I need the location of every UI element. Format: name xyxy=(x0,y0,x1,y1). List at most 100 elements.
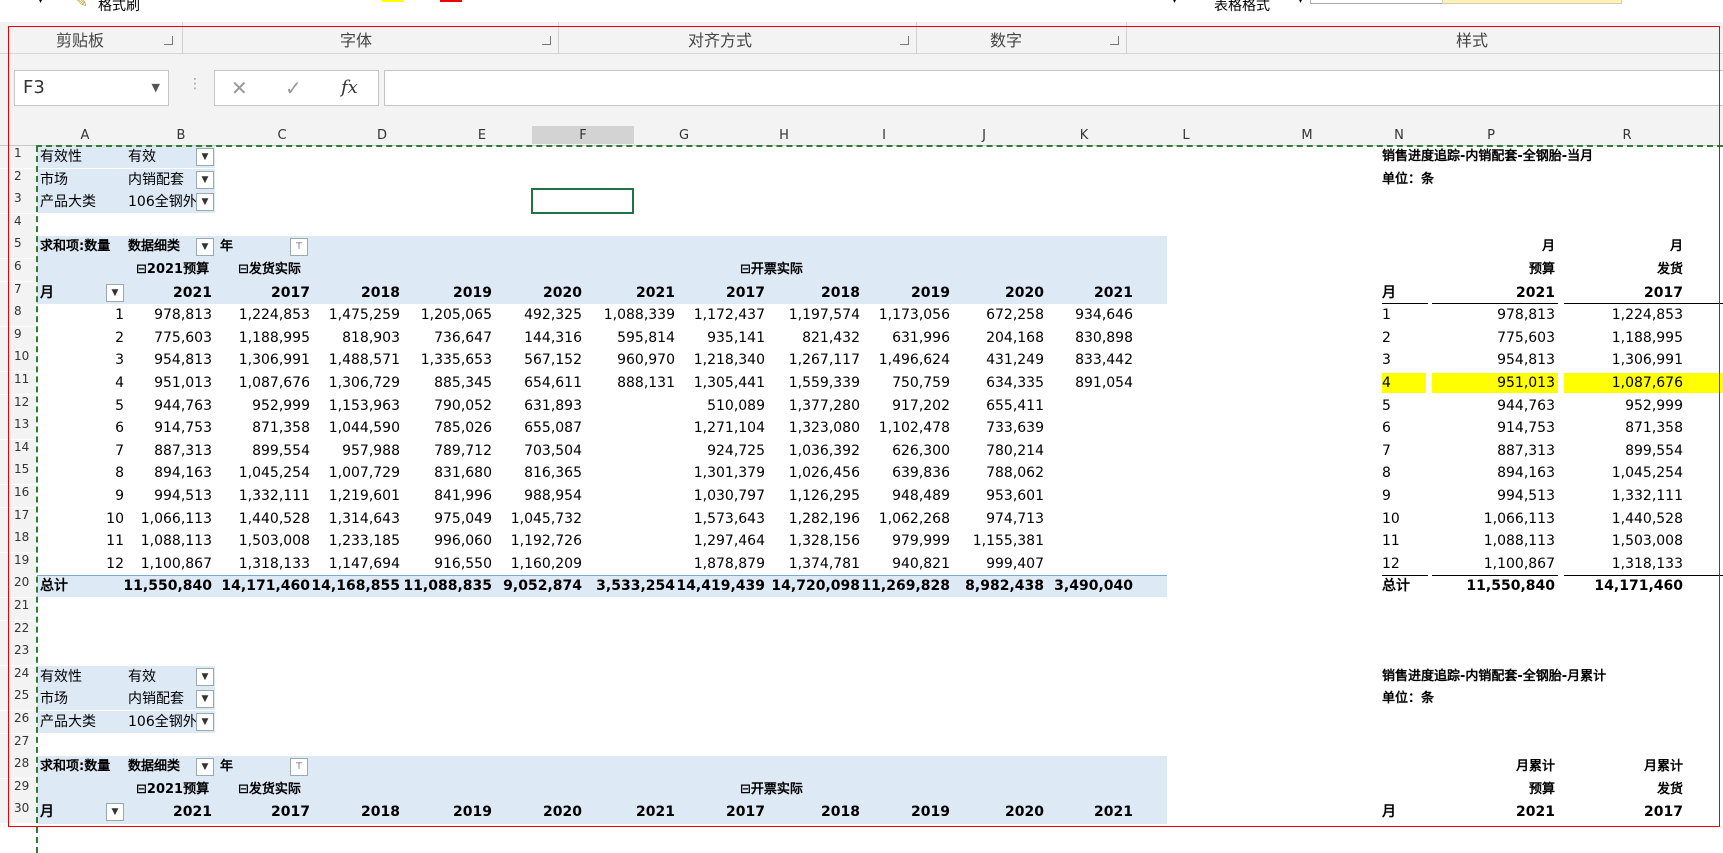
value-cell[interactable]: 818,903 xyxy=(342,329,400,346)
value-cell[interactable]: 750,759 xyxy=(892,375,950,391)
column-header[interactable]: P xyxy=(1487,128,1495,143)
column-header[interactable]: M xyxy=(1301,128,1313,143)
column-header-selected[interactable]: F xyxy=(532,126,634,144)
row-header[interactable]: 7 xyxy=(0,281,36,304)
value-cell[interactable]: 1,297,464 xyxy=(693,533,765,550)
value-cell[interactable]: 1,218,340 xyxy=(693,352,765,369)
column-header[interactable]: K xyxy=(1079,128,1089,143)
row-header[interactable]: 6 xyxy=(0,259,36,281)
filter-field-value[interactable]: 有效 xyxy=(128,668,156,685)
value-cell[interactable]: 567,152 xyxy=(524,352,582,369)
value-cell[interactable]: 1,153,963 xyxy=(328,397,400,414)
value-cell[interactable]: 1,160,209 xyxy=(510,555,582,572)
value-cell[interactable]: 626,300 xyxy=(892,442,950,459)
value-cell[interactable]: 1,044,590 xyxy=(328,420,400,437)
value-cell[interactable]: 975,049 xyxy=(434,510,492,527)
total-value[interactable]: 14,171,460 xyxy=(221,578,310,595)
value-cell[interactable]: 951,013 xyxy=(154,375,212,391)
row-header[interactable]: 14 xyxy=(0,439,36,462)
dropdown-arrow-icon[interactable]: ▾ xyxy=(1172,0,1178,6)
column-header[interactable]: H xyxy=(779,128,789,143)
value-cell[interactable]: 788,062 xyxy=(986,465,1044,482)
column-field-dropdown-icon[interactable]: ▼ xyxy=(196,238,214,257)
row-header[interactable]: 20 xyxy=(0,575,36,598)
value-cell[interactable]: 887,313 xyxy=(154,442,212,459)
value-cell[interactable]: 654,611 xyxy=(524,375,582,391)
value-cell[interactable]: 974,713 xyxy=(986,510,1044,527)
value-cell[interactable]: 1,314,643 xyxy=(328,510,400,527)
value-cell[interactable]: 1,205,065 xyxy=(420,307,492,324)
cancel-icon[interactable]: ✕ xyxy=(231,76,248,100)
value-cell[interactable]: 736,647 xyxy=(434,329,492,346)
value-cell[interactable]: 1,496,624 xyxy=(878,352,950,369)
value-cell[interactable]: 1,282,196 xyxy=(788,510,860,527)
report-month[interactable]: 1 xyxy=(1382,307,1391,324)
column-header[interactable]: D xyxy=(376,128,387,143)
value-cell[interactable]: 1,475,259 xyxy=(328,307,400,324)
value-cell[interactable]: 1,197,574 xyxy=(788,307,860,324)
dialog-launcher-icon[interactable] xyxy=(164,36,173,45)
group-invoiced[interactable]: ⊟开票实际 xyxy=(740,262,803,277)
filter-dropdown-icon[interactable]: ▼ xyxy=(196,690,214,709)
value-cell[interactable]: 144,316 xyxy=(524,329,582,346)
report-month[interactable]: 12 xyxy=(1382,555,1400,572)
month-cell[interactable]: 9 xyxy=(115,488,124,504)
report-value[interactable]: 914,753 xyxy=(1497,420,1555,437)
report-value[interactable]: 1,088,113 xyxy=(1483,533,1555,550)
value-cell[interactable]: 1,030,797 xyxy=(693,488,765,504)
drag-handle-icon[interactable]: ⋮ xyxy=(188,76,202,92)
month-cell[interactable]: 10 xyxy=(106,510,124,527)
report-value[interactable]: 1,045,254 xyxy=(1611,465,1683,482)
report-total-value[interactable]: 11,550,840 xyxy=(1466,578,1555,595)
value-cell[interactable]: 1,155,381 xyxy=(972,533,1044,550)
month-dropdown-icon[interactable]: ▼ xyxy=(106,283,124,302)
value-cell[interactable]: 1,878,879 xyxy=(693,555,765,572)
value-cell[interactable]: 816,365 xyxy=(524,465,582,482)
value-cell[interactable]: 1,192,726 xyxy=(510,533,582,550)
dropdown-arrow-icon[interactable]: ▾ xyxy=(1298,0,1304,6)
dialog-launcher-icon[interactable] xyxy=(900,36,909,45)
value-cell[interactable]: 1,323,080 xyxy=(788,420,860,437)
row-header[interactable]: 16 xyxy=(0,485,36,507)
value-cell[interactable]: 672,258 xyxy=(986,307,1044,324)
value-cell[interactable]: 871,358 xyxy=(252,420,310,437)
value-cell[interactable]: 885,345 xyxy=(434,375,492,391)
report-month[interactable]: 2 xyxy=(1382,329,1391,346)
row-header[interactable]: 10 xyxy=(0,349,36,372)
value-cell[interactable]: 1,126,295 xyxy=(788,488,860,504)
row-header[interactable]: 13 xyxy=(0,417,36,440)
group-budget[interactable]: ⊟2021预算 xyxy=(136,781,210,797)
value-cell[interactable]: 1,335,653 xyxy=(420,352,492,369)
format-painter-label[interactable]: 格式刷 xyxy=(98,0,140,14)
month-cell[interactable]: 2 xyxy=(115,329,124,346)
value-cell[interactable]: 954,813 xyxy=(154,352,212,369)
group-shipped[interactable]: ⊟发货实际 xyxy=(238,262,301,277)
month-cell[interactable]: 5 xyxy=(115,397,124,414)
row-header[interactable]: 1 xyxy=(0,146,36,168)
year-filter-icon[interactable]: ⊤ xyxy=(290,758,308,777)
highlight-color-swatch[interactable] xyxy=(382,0,404,2)
value-cell[interactable]: 1,088,113 xyxy=(140,533,212,550)
row-header[interactable]: 24 xyxy=(0,665,36,688)
value-cell[interactable]: 1,036,392 xyxy=(788,442,860,459)
month-cell[interactable]: 6 xyxy=(115,420,124,437)
filter-dropdown-icon[interactable]: ▼ xyxy=(196,667,214,686)
group-shipped[interactable]: ⊟发货实际 xyxy=(238,781,301,797)
total-value[interactable]: 14,419,439 xyxy=(676,578,765,595)
value-cell[interactable]: 1,026,456 xyxy=(788,465,860,482)
column-header[interactable]: R xyxy=(1622,128,1632,143)
value-cell[interactable]: 833,442 xyxy=(1075,352,1133,369)
value-cell[interactable]: 1,173,056 xyxy=(878,307,950,324)
row-header[interactable]: 26 xyxy=(0,711,36,733)
value-cell[interactable]: 988,954 xyxy=(524,488,582,504)
row-header[interactable]: 12 xyxy=(0,394,36,417)
row-header[interactable]: 9 xyxy=(0,326,36,349)
dialog-launcher-icon[interactable] xyxy=(1110,36,1119,45)
report-value[interactable]: 978,813 xyxy=(1497,307,1555,324)
active-cell-selection[interactable] xyxy=(531,188,634,214)
value-cell[interactable]: 953,601 xyxy=(986,488,1044,504)
value-cell[interactable]: 1,088,339 xyxy=(603,307,675,324)
value-cell[interactable]: 924,725 xyxy=(707,442,765,459)
group-budget[interactable]: ⊟2021预算 xyxy=(136,262,210,277)
value-cell[interactable]: 994,513 xyxy=(154,488,212,504)
